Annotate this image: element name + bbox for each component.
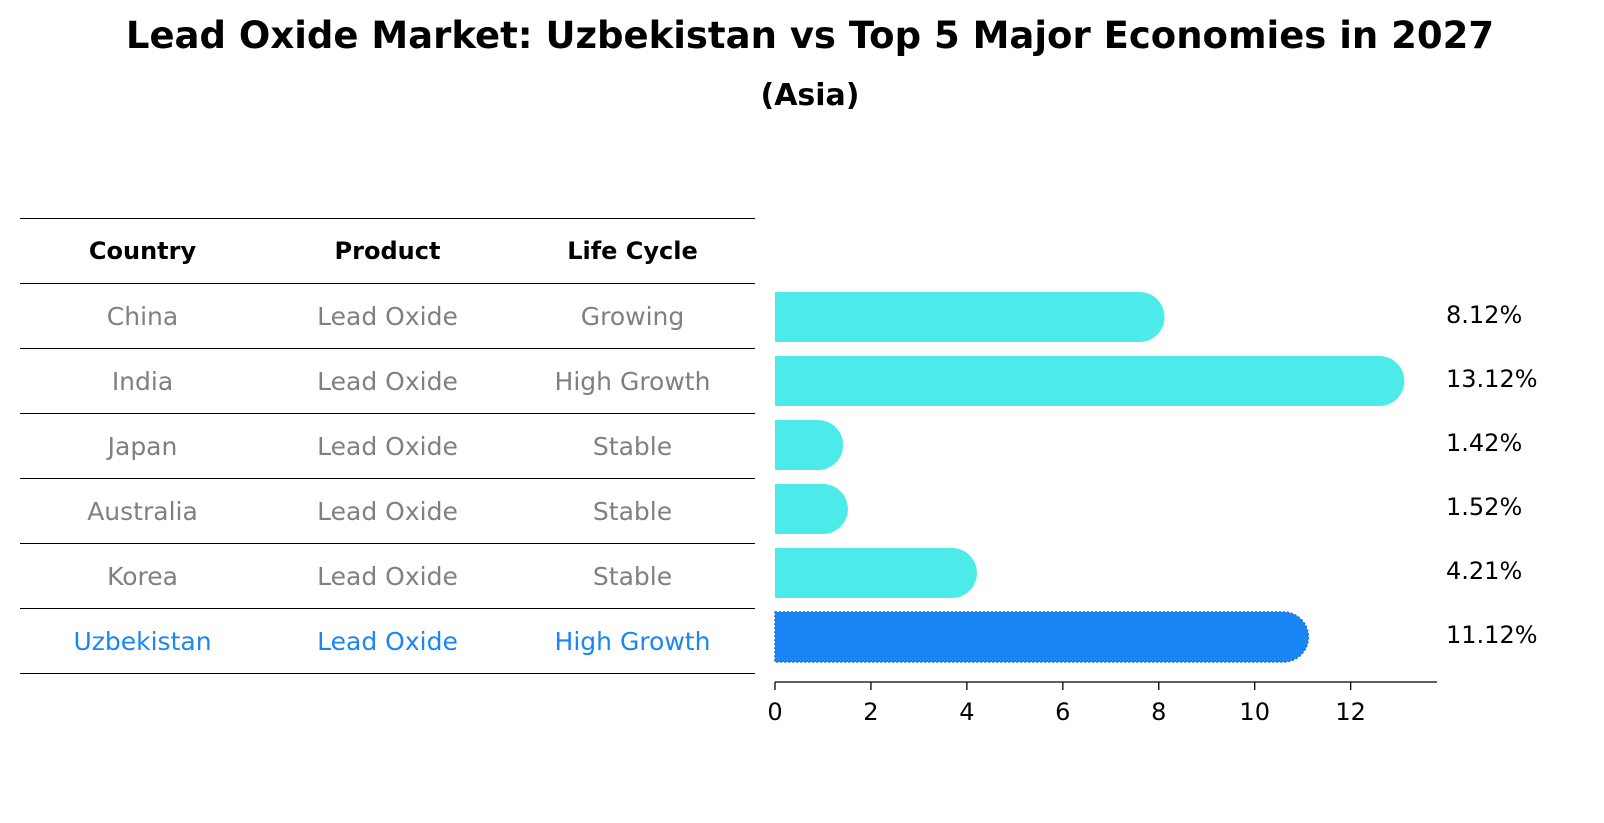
- cell-product: Lead Oxide: [317, 431, 458, 461]
- value-label: 1.42%: [1446, 429, 1522, 457]
- bar-highlight-outline: [774, 611, 1310, 663]
- chart-title: Lead Oxide Market: Uzbekistan vs Top 5 M…: [125, 14, 1495, 57]
- table-row: Japan Lead Oxide Stable: [20, 413, 755, 478]
- cell-country: Japan: [107, 431, 178, 461]
- chart-subtitle: (Asia): [760, 78, 860, 113]
- header-life-cycle: Life Cycle: [567, 237, 698, 265]
- x-tick-label: 2: [863, 698, 878, 726]
- cell-product: Lead Oxide: [317, 626, 458, 656]
- cell-country: China: [106, 301, 179, 331]
- bar-korea: [775, 548, 977, 598]
- bar-japan: [775, 420, 844, 470]
- value-label: 1.52%: [1446, 493, 1522, 521]
- cell-country: Australia: [87, 496, 198, 526]
- cell-life-cycle: High Growth: [554, 366, 711, 396]
- x-tick-label: 6: [1055, 698, 1070, 726]
- value-label: 4.21%: [1446, 557, 1522, 585]
- cell-product: Lead Oxide: [317, 561, 458, 591]
- cell-country: India: [111, 366, 174, 396]
- value-label: 8.12%: [1446, 301, 1522, 329]
- cell-product: Lead Oxide: [317, 301, 458, 331]
- x-tick-label: 4: [959, 698, 974, 726]
- x-tick-label: 12: [1335, 698, 1366, 726]
- header-product: Product: [334, 237, 441, 265]
- x-tick-label: 10: [1239, 698, 1270, 726]
- cell-product: Lead Oxide: [317, 366, 458, 396]
- table-row-highlight: Uzbekistan Lead Oxide High Growth: [20, 608, 755, 674]
- table-header-row: Country Product Life Cycle: [20, 218, 755, 283]
- table-row: India Lead Oxide High Growth: [20, 348, 755, 413]
- bars-group: [774, 292, 1405, 663]
- table-row: Australia Lead Oxide Stable: [20, 478, 755, 543]
- value-label: 13.12%: [1446, 365, 1538, 393]
- cell-country: Korea: [107, 561, 178, 591]
- cell-life-cycle: Stable: [592, 561, 673, 591]
- x-tick-label: 0: [767, 698, 782, 726]
- x-axis: 0 2 4 6 8 10 12: [767, 681, 1437, 726]
- table-row: Korea Lead Oxide Stable: [20, 543, 755, 608]
- bar-uzbekistan: [775, 612, 1309, 662]
- x-tick-label: 8: [1151, 698, 1166, 726]
- table-row: China Lead Oxide Growing: [20, 283, 755, 348]
- cell-product: Lead Oxide: [317, 496, 458, 526]
- bar-india: [775, 356, 1405, 406]
- value-labels-group: 8.12% 13.12% 1.42% 1.52% 4.21% 11.12%: [1446, 301, 1538, 649]
- cell-life-cycle: High Growth: [554, 626, 711, 656]
- bar-china: [775, 292, 1165, 342]
- country-table: Country Product Life Cycle China Lead Ox…: [20, 218, 755, 674]
- cell-country: Uzbekistan: [73, 626, 212, 656]
- header-country: Country: [88, 237, 197, 265]
- cell-life-cycle: Stable: [592, 496, 673, 526]
- bar-australia: [775, 484, 848, 534]
- cell-life-cycle: Growing: [580, 301, 685, 331]
- cell-life-cycle: Stable: [592, 431, 673, 461]
- value-label: 11.12%: [1446, 621, 1538, 649]
